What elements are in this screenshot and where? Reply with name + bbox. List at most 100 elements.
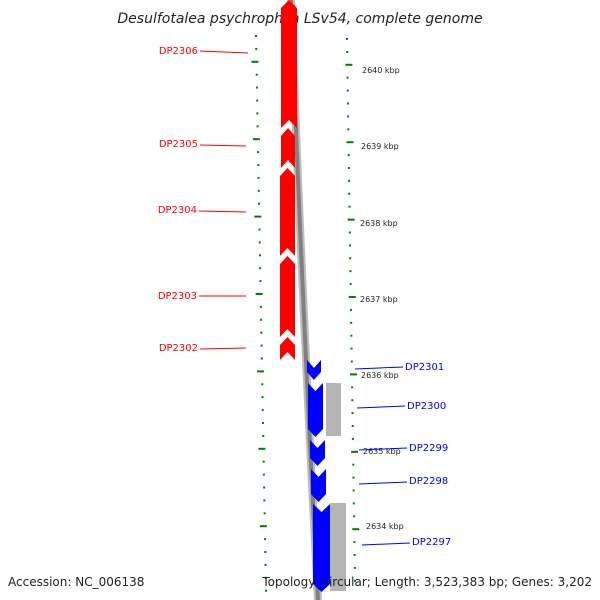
scale-label: 2636 kbp xyxy=(361,371,399,380)
gene-label-dp2304: DP2304 xyxy=(158,205,197,216)
gene-leader-line xyxy=(356,405,406,409)
inner-minor-tick xyxy=(260,318,263,321)
outer-major-tick xyxy=(352,528,360,531)
outer-minor-tick xyxy=(354,579,356,582)
gene-leader-line xyxy=(199,50,249,54)
outer-minor-tick xyxy=(349,283,352,286)
gene-feature-dp2303 xyxy=(280,256,295,337)
gene-leader-line xyxy=(358,447,408,451)
gene-label-dp2297: DP2297 xyxy=(412,537,451,548)
outer-minor-tick xyxy=(348,179,351,182)
inner-minor-tick xyxy=(264,576,267,579)
outer-minor-tick xyxy=(346,76,349,79)
scale-label: 2637 kbp xyxy=(360,295,398,304)
outer-minor-tick xyxy=(353,541,356,544)
outer-minor-tick xyxy=(352,476,355,479)
outer-minor-tick xyxy=(346,38,348,40)
gene-feature-dp2299 xyxy=(310,440,325,466)
gene-leader-line xyxy=(198,210,247,213)
inner-minor-tick xyxy=(264,551,267,553)
gene-label-dp2300: DP2300 xyxy=(407,401,446,412)
inner-major-tick xyxy=(258,447,266,450)
inner-minor-tick xyxy=(256,99,259,102)
outer-minor-tick xyxy=(346,89,349,92)
inner-minor-tick xyxy=(255,35,257,37)
inner-minor-tick xyxy=(259,267,262,270)
inner-minor-tick xyxy=(257,164,260,166)
inner-minor-tick xyxy=(256,125,259,128)
inner-minor-tick xyxy=(258,254,261,257)
outer-minor-tick xyxy=(351,425,354,427)
outer-minor-tick xyxy=(349,257,352,260)
map-title: Desulfotalea psychrophila LSv54, complet… xyxy=(117,11,482,27)
outer-minor-tick xyxy=(353,515,356,518)
outer-tick-track xyxy=(345,38,360,582)
inner-tick-track xyxy=(251,35,267,592)
gene-feature-dp2297 xyxy=(313,504,330,592)
outer-minor-tick xyxy=(348,231,351,234)
outer-major-tick xyxy=(347,218,355,221)
gene-leader-line xyxy=(361,542,411,546)
feature-track xyxy=(280,0,346,592)
inner-major-tick xyxy=(251,60,259,63)
gene-feature-dp2300 xyxy=(308,383,323,437)
outer-minor-tick xyxy=(348,205,351,208)
inner-minor-tick xyxy=(260,331,263,334)
inner-major-tick xyxy=(252,138,260,141)
outer-minor-tick xyxy=(352,502,355,505)
outer-minor-tick xyxy=(353,566,356,569)
gray-feature xyxy=(326,383,341,436)
inner-minor-tick xyxy=(261,422,264,424)
outer-minor-tick xyxy=(350,334,353,337)
inner-minor-tick xyxy=(259,280,262,283)
inner-minor-tick xyxy=(258,241,261,244)
inner-minor-tick xyxy=(255,73,258,76)
inner-minor-tick xyxy=(263,512,266,515)
outer-minor-tick xyxy=(351,412,354,415)
inner-minor-tick xyxy=(262,460,265,463)
gene-leader-line xyxy=(199,144,247,147)
inner-minor-tick xyxy=(261,409,264,412)
outer-minor-tick xyxy=(349,270,352,273)
gene-feature-dp2301 xyxy=(307,360,321,380)
inner-minor-tick xyxy=(260,344,263,347)
inner-major-tick xyxy=(259,525,267,528)
inner-minor-tick xyxy=(260,357,263,360)
outer-minor-tick xyxy=(350,308,352,311)
gene-label-dp2301: DP2301 xyxy=(405,362,444,373)
gene-feature-dp2298 xyxy=(311,469,326,502)
gene-leader-line xyxy=(354,366,404,370)
outer-minor-tick xyxy=(347,167,350,169)
inner-major-tick xyxy=(255,293,263,295)
inner-minor-tick xyxy=(263,499,266,502)
outer-minor-tick xyxy=(350,347,353,350)
scale-label: 2634 kbp xyxy=(366,522,404,531)
inner-minor-tick xyxy=(257,189,260,192)
gene-label-dp2306: DP2306 xyxy=(159,46,198,57)
inner-minor-tick xyxy=(256,112,259,115)
outer-minor-tick xyxy=(348,192,351,195)
outer-minor-tick xyxy=(347,128,350,131)
inner-minor-tick xyxy=(261,396,264,399)
scale-label: 2638 kbp xyxy=(360,219,398,228)
inner-minor-tick xyxy=(258,202,261,205)
inner-minor-tick xyxy=(265,589,267,592)
inner-minor-tick xyxy=(264,538,267,541)
inner-minor-tick xyxy=(255,47,258,50)
inner-major-tick xyxy=(257,370,265,373)
genome-summary-text: Topology: circular; Length: 3,523,383 bp… xyxy=(262,575,592,589)
inner-minor-tick xyxy=(262,473,265,476)
inner-minor-tick xyxy=(259,305,262,308)
outer-minor-tick xyxy=(347,115,350,118)
inner-minor-tick xyxy=(257,151,260,154)
outer-minor-tick xyxy=(346,102,349,105)
outer-major-tick xyxy=(348,296,356,298)
outer-minor-tick xyxy=(346,50,349,53)
inner-major-tick xyxy=(254,215,262,218)
scale-label: 2640 kbp xyxy=(362,66,400,75)
inner-minor-tick xyxy=(257,176,260,179)
outer-minor-tick xyxy=(347,154,350,157)
accession-text: Accession: NC_006138 xyxy=(8,575,145,589)
outer-major-tick xyxy=(346,141,354,144)
